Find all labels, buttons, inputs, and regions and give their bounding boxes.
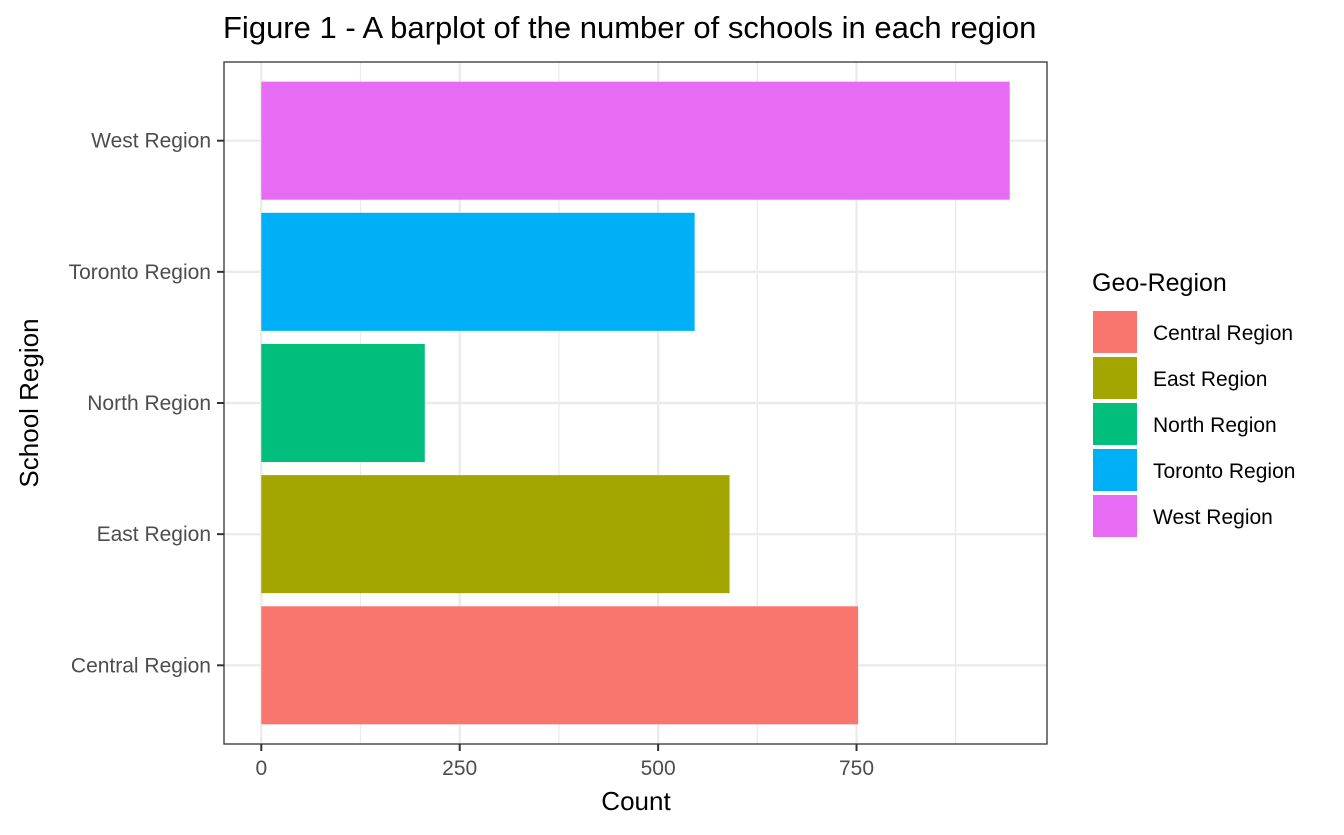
y-tick-label: Central Region bbox=[71, 654, 211, 677]
legend-key bbox=[1093, 311, 1137, 353]
x-axis: 0 250 500 750 bbox=[255, 744, 874, 780]
x-tick-label: 500 bbox=[641, 757, 676, 780]
legend-items: Central Region East Region North Region Tor… bbox=[1093, 311, 1295, 537]
legend-key bbox=[1093, 403, 1137, 445]
legend-title: Geo-Region bbox=[1092, 269, 1227, 297]
x-tick-label: 0 bbox=[255, 757, 267, 780]
y-tick-label: Toronto Region bbox=[69, 261, 211, 284]
bar-toronto-region bbox=[261, 212, 695, 331]
y-tick-label: North Region bbox=[87, 392, 211, 415]
legend-label: East Region bbox=[1153, 368, 1267, 391]
y-tick-label: East Region bbox=[97, 523, 211, 546]
legend: Geo-Region Central Region East Region Nort… bbox=[1092, 269, 1295, 537]
y-axis: Central Region East Region North Region Tor… bbox=[69, 130, 224, 677]
legend-key bbox=[1093, 357, 1137, 399]
x-axis-label: Count bbox=[601, 786, 671, 816]
legend-key bbox=[1093, 449, 1137, 491]
legend-key bbox=[1093, 495, 1137, 537]
x-tick-label: 250 bbox=[442, 757, 477, 780]
legend-label: Toronto Region bbox=[1153, 460, 1295, 483]
bars bbox=[261, 81, 1010, 725]
legend-label: Central Region bbox=[1153, 322, 1293, 345]
y-axis-label: School Region bbox=[14, 318, 44, 487]
bar-east-region bbox=[261, 475, 730, 594]
y-tick-label: West Region bbox=[91, 130, 211, 153]
legend-label: West Region bbox=[1153, 506, 1273, 529]
x-tick-label: 750 bbox=[839, 757, 874, 780]
bar-north-region bbox=[261, 343, 425, 463]
bar-central-region bbox=[261, 606, 859, 725]
legend-label: North Region bbox=[1153, 414, 1277, 437]
chart-title: Figure 1 - A barplot of the number of sc… bbox=[223, 10, 1036, 45]
bar-west-region bbox=[261, 81, 1010, 200]
